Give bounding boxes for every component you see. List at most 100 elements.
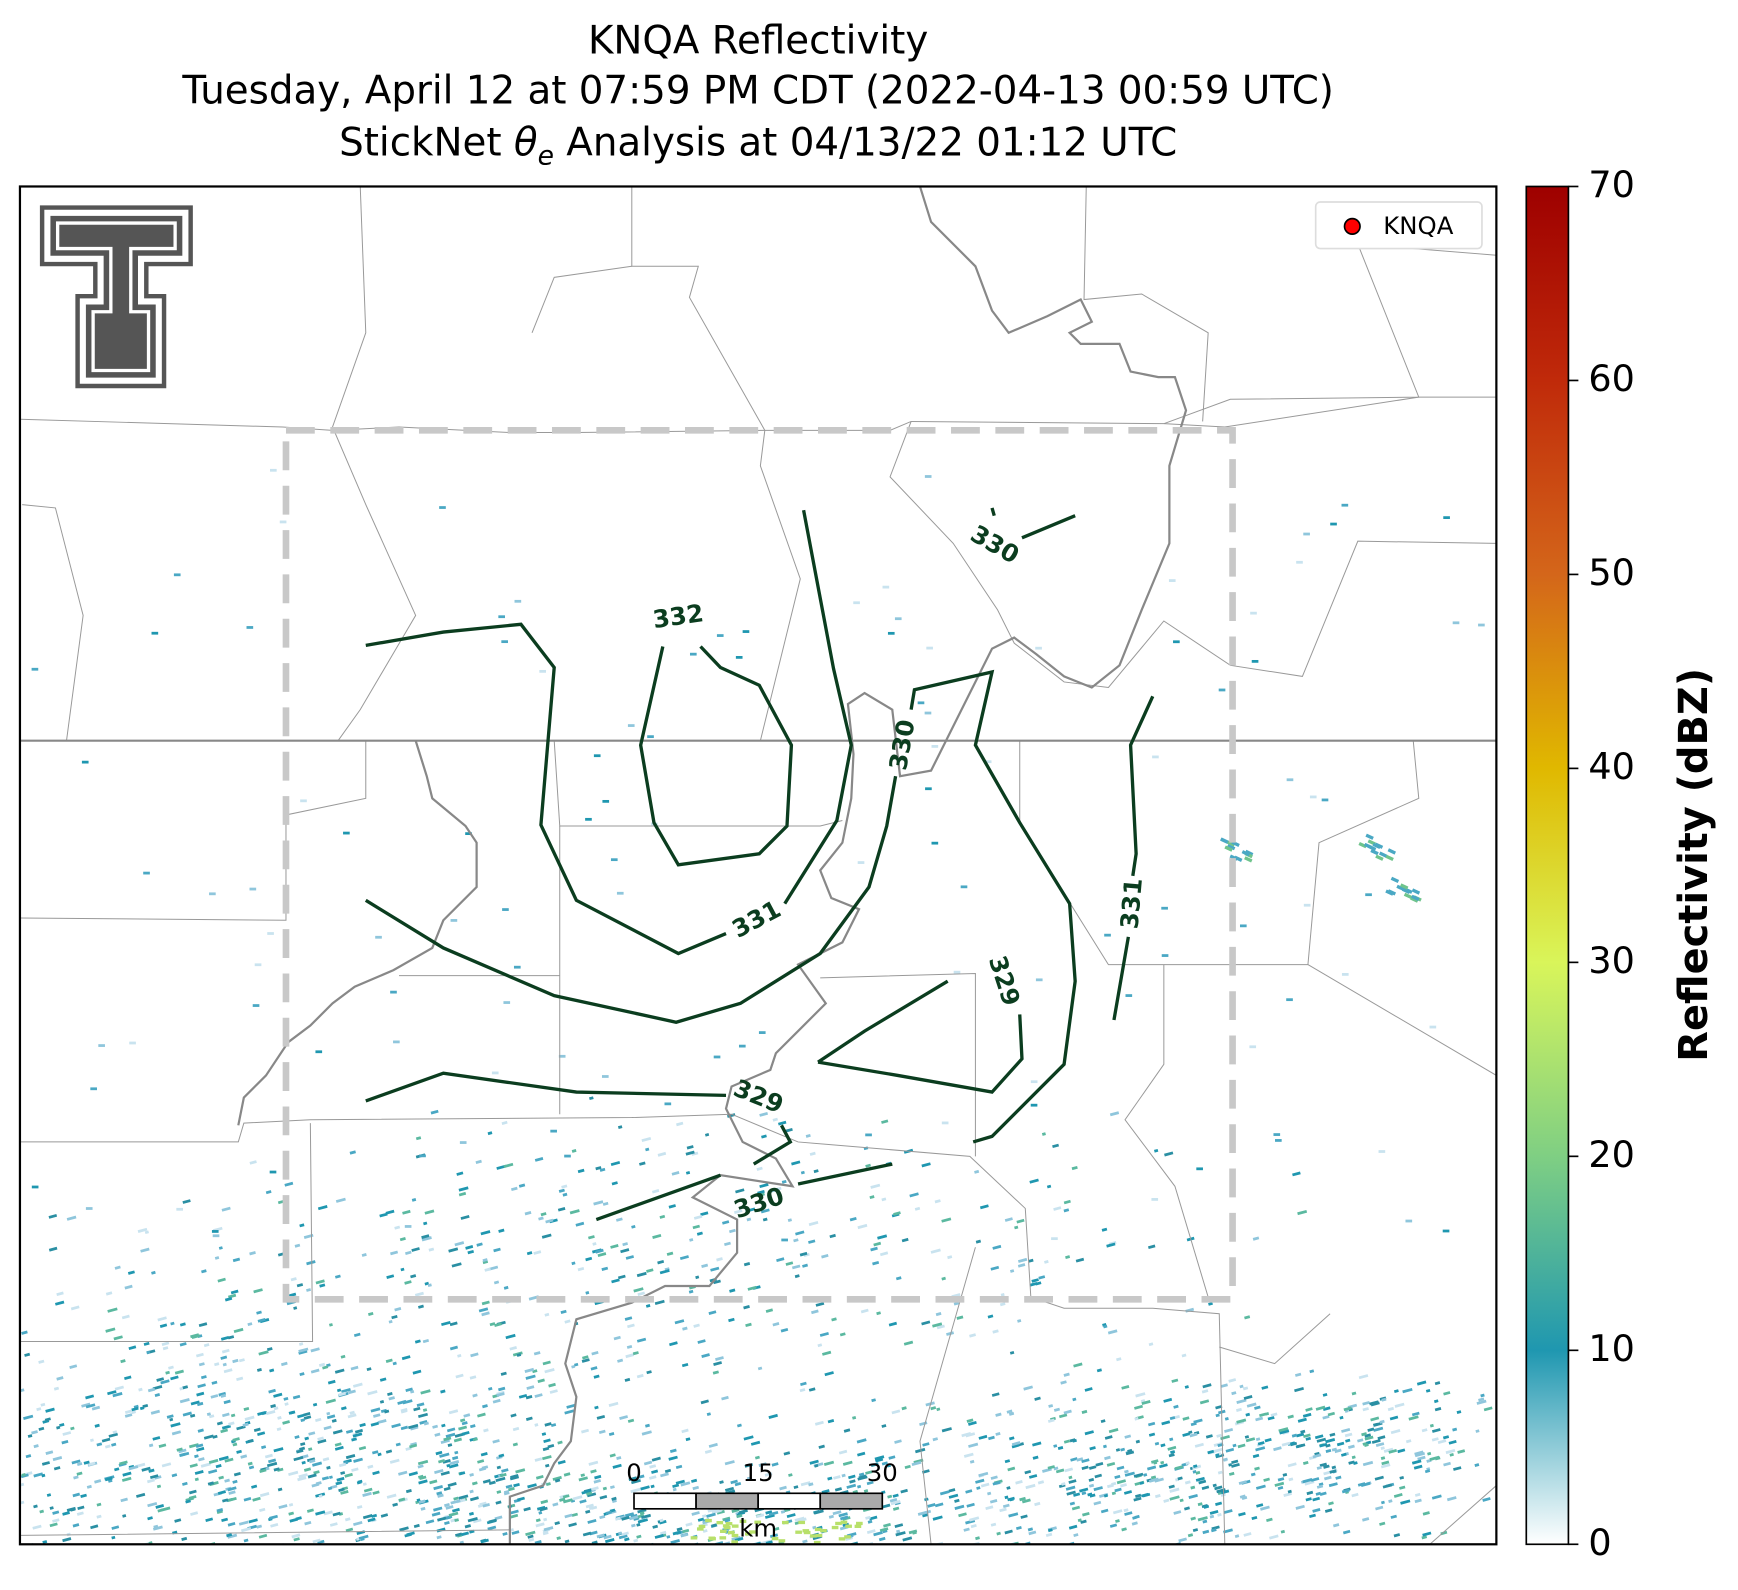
radar-echo [41,1461,51,1466]
radar-echo [327,1379,336,1385]
radar-echo [1148,1477,1159,1483]
radar-echo [793,1485,799,1489]
radar-echo [347,1413,357,1419]
radar-echo [505,1333,516,1340]
radar-echo [343,831,350,835]
radar-echo [390,1250,399,1256]
radar-echo [1430,1554,1435,1558]
radar-echo [386,1274,395,1279]
radar-echo [1190,1422,1197,1427]
radar-echo [1287,1462,1297,1468]
radar-echo [889,1498,898,1503]
radar-echo [966,1502,975,1508]
radar-echo [1325,1448,1332,1453]
radar-echo [716,634,724,637]
radar-echo [194,1477,199,1482]
radar-echo [857,1223,868,1230]
radar-echo [150,1409,161,1415]
radar-echo [593,1479,602,1484]
radar-echo [77,1505,85,1511]
contour-label: 332 [651,598,705,634]
radar-echo [594,1405,599,1410]
radar-echo [668,1455,678,1461]
radar-echo [550,1129,557,1133]
radar-echo [312,1538,321,1544]
radar-echo [545,1463,550,1468]
radar-echo [232,1257,241,1263]
radar-echo [417,1412,429,1419]
radar-echo [232,1358,239,1364]
radar-echo [1476,1399,1487,1405]
radar-echo [359,1422,366,1428]
radar-echo [347,1389,356,1395]
radar-echo [1242,1386,1249,1391]
radar-echo [590,1486,599,1491]
radar-echo [636,1337,647,1343]
radar-echo [681,1428,689,1434]
radar-echo [739,1519,747,1524]
radar-echo [1024,1469,1032,1475]
radar-echo [371,1450,379,1455]
radar-echo [481,1311,490,1317]
radar-echo [828,1514,834,1519]
radar-echo [965,1489,973,1494]
radar-echo [1260,1505,1270,1511]
radar-echo [439,1452,450,1458]
radar-echo [1449,1452,1454,1457]
radar-echo [617,1274,626,1280]
radar-echo [547,1444,555,1449]
radar-echo [349,1410,355,1415]
radar-echo [571,1261,576,1266]
radar-echo [660,1472,669,1478]
radar-echo [1098,1492,1109,1498]
radar-echo [81,1402,91,1408]
radar-echo [505,1484,513,1489]
radar-echo [203,1343,210,1348]
radar-echo [1101,1227,1108,1232]
radar-echo [1387,1406,1395,1412]
radar-echo [208,1469,218,1475]
radar-echo [618,1531,622,1535]
radar-echo [345,1454,356,1460]
radar-echo [1344,1432,1353,1438]
radar-echo [265,1466,270,1471]
radar-echo [1224,1427,1234,1433]
radar-echo [1148,1342,1154,1347]
radar-echo [56,1425,61,1430]
radar-echo [488,1480,496,1486]
radar-echo [813,1169,819,1174]
radar-echo [236,1449,242,1454]
radar-echo [561,1184,568,1189]
colorbar [1525,185,1570,1546]
radar-echo [156,1377,165,1382]
radar-echo [208,1458,219,1464]
radar-echo [1352,1581,1357,1585]
radar-echo [1361,1432,1367,1437]
radar-echo [589,1096,594,1101]
radar-echo [45,1450,54,1455]
radar-echo [1088,1477,1095,1482]
radar-echo [284,1181,294,1187]
radar-echo [1445,1448,1456,1455]
radar-echo [394,1556,403,1561]
radar-echo [1047,1465,1056,1470]
radar-echo [640,1513,652,1520]
radar-echo [170,1375,179,1381]
radar-echo [1171,1378,1179,1383]
radar-echo [1104,1435,1113,1440]
radar-echo [743,1435,754,1441]
radar-echo [213,1560,221,1565]
radar-echo [1286,778,1294,782]
radar-echo [578,1476,588,1482]
radar-echo [1305,1436,1312,1441]
radar-echo [1051,1237,1058,1241]
radar-echo [338,1558,344,1562]
radar-echo [1015,1480,1023,1485]
radar-echo [608,1401,619,1407]
radar-echo [542,1455,552,1461]
radar-echo [557,1207,566,1212]
radar-echo [1379,1521,1386,1526]
radar-echo [563,1472,571,1477]
radar-echo [308,1431,316,1436]
radar-echo [283,1560,291,1565]
